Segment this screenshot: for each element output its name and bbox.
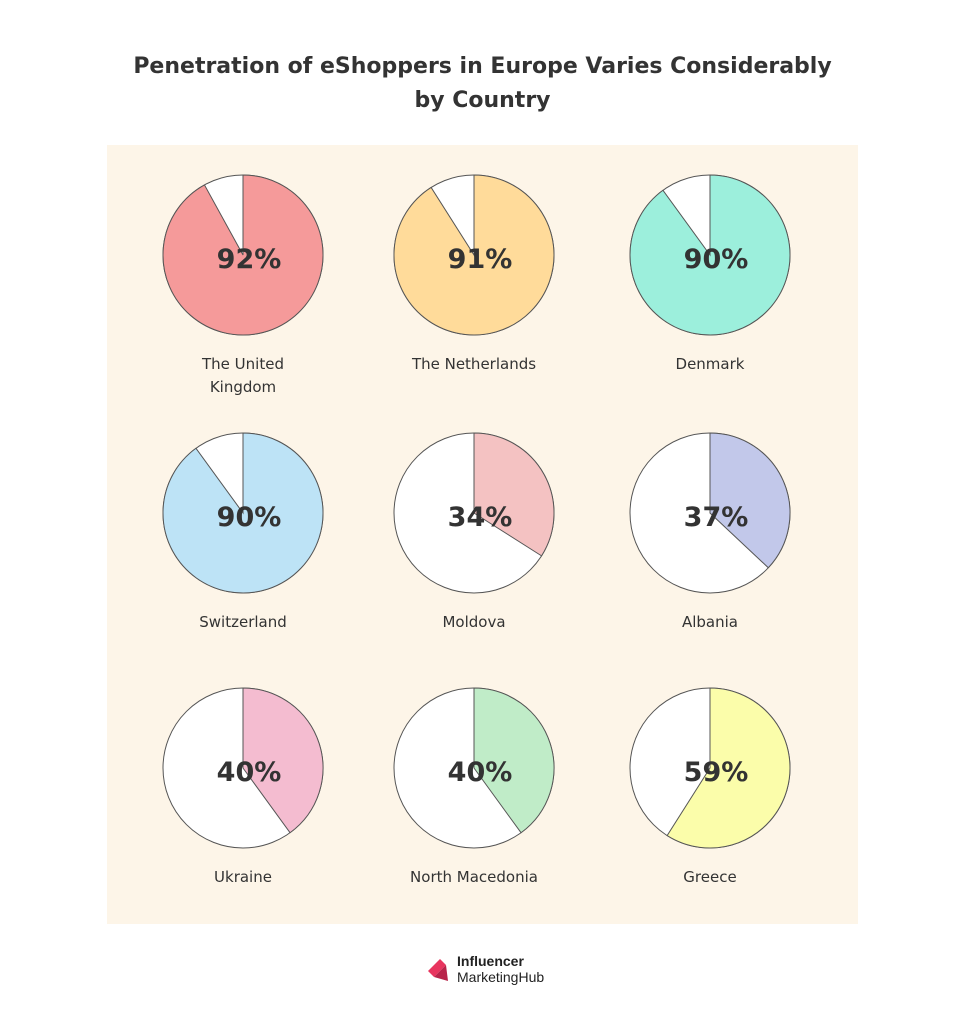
pie-country-label: Albania <box>682 613 738 631</box>
pie-country-label-line: The Netherlands <box>411 355 536 373</box>
pie-value-slice <box>242 687 324 834</box>
pie-country-label-line: Ukraine <box>214 868 272 886</box>
pie-value-slice <box>393 174 555 336</box>
pie-country-label-line: Denmark <box>676 355 745 373</box>
pie-country-label-line: Kingdom <box>210 378 276 396</box>
pie-switzerland: 90% Switzerland <box>162 432 324 631</box>
pie-value-label: 40% <box>448 757 513 788</box>
pie-country-label: The United Kingdom <box>201 355 284 396</box>
pie-value-label: 92% <box>217 244 282 275</box>
pie-country-label: Greece <box>683 868 736 886</box>
pie-value-slice <box>709 432 791 569</box>
chart-panel: 92% The United Kingdom 91% The Netherlands 90… <box>107 145 858 924</box>
pie-country-label-line: North Macedonia <box>410 868 538 886</box>
pie-value-label: 40% <box>217 757 282 788</box>
pie-value-slice <box>666 687 791 849</box>
pie-country-label: Denmark <box>676 355 745 373</box>
pie-country-label-line: The United <box>201 355 284 373</box>
logo-mark-icon <box>428 959 448 981</box>
pie-value-label: 90% <box>217 502 282 533</box>
pie-value-slice <box>473 687 555 834</box>
influencer-marketing-hub-logo: Influencer MarketingHub <box>426 951 566 991</box>
pie-moldova: 34% Moldova <box>393 432 555 631</box>
pie-value-slice <box>629 174 791 336</box>
logo-text-influencer: Influencer <box>457 953 524 969</box>
pie-country-label: Moldova <box>442 613 505 631</box>
pie-country-label-line: Greece <box>683 868 736 886</box>
logo-mark-back <box>434 965 448 981</box>
pie-the-netherlands: 91% The Netherlands <box>393 174 555 373</box>
pie-the-united-kingdom: 92% The United Kingdom <box>162 174 324 396</box>
pie-value-label: 37% <box>684 502 749 533</box>
pie-value-label: 91% <box>448 244 513 275</box>
pie-north-macedonia: 40% North Macedonia <box>393 687 555 886</box>
pie-country-label: Ukraine <box>214 868 272 886</box>
chart-title: Penetration of eShoppers in Europe Varie… <box>0 50 965 118</box>
pie-country-label: North Macedonia <box>410 868 538 886</box>
pie-country-label-line: Moldova <box>442 613 505 631</box>
pie-country-label-line: Albania <box>682 613 738 631</box>
pie-value-label: 59% <box>684 757 749 788</box>
pie-denmark: 90% Denmark <box>629 174 791 373</box>
pie-value-slice <box>473 432 555 557</box>
pie-country-label-line: Switzerland <box>199 613 287 631</box>
pie-ukraine: 40% Ukraine <box>162 687 324 886</box>
pie-value-slice <box>162 432 324 594</box>
pie-value-slice <box>162 174 324 336</box>
chart-title-line-2: by Country <box>414 88 551 113</box>
chart-title-line-1: Penetration of eShoppers in Europe Varie… <box>133 54 832 79</box>
pie-value-label: 34% <box>448 502 513 533</box>
logo-mark-front <box>428 959 446 977</box>
pie-country-label: The Netherlands <box>411 355 536 373</box>
pie-grid: 92% The United Kingdom 91% The Netherlands 90… <box>107 145 858 924</box>
pie-country-label: Switzerland <box>199 613 287 631</box>
pie-greece: 59% Greece <box>629 687 791 886</box>
pie-albania: 37% Albania <box>629 432 791 631</box>
logo-text-marketinghub: MarketingHub <box>457 969 545 985</box>
pie-value-label: 90% <box>684 244 749 275</box>
